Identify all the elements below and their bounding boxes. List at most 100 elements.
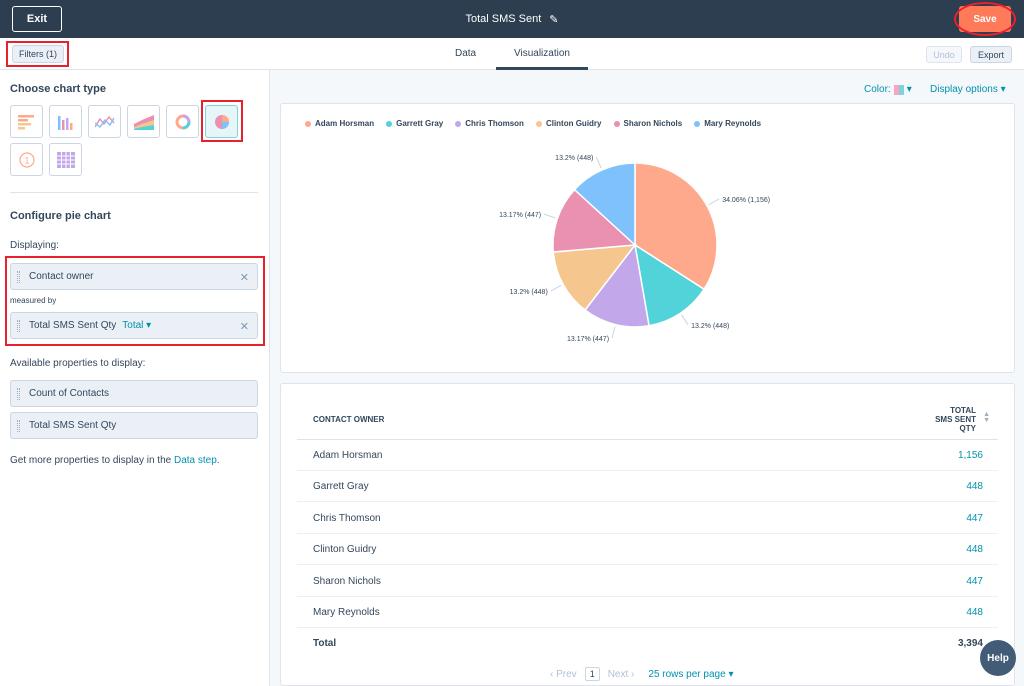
table-row: Sharon Nichols 447	[297, 566, 998, 597]
more-properties-text: Get more properties to display in the Da…	[10, 455, 220, 466]
available-property-chip[interactable]: Total SMS Sent Qty	[10, 412, 258, 439]
horizontal-bar-chart-icon	[17, 114, 34, 129]
caret-down-icon: ▾	[1000, 84, 1006, 95]
pie-data-label: 13.2% (448)	[691, 323, 729, 330]
legend-item[interactable]: Garrett Gray	[386, 119, 443, 128]
row-value-link[interactable]: 448	[966, 544, 983, 556]
table-header: CONTACT OWNER TOTAL SMS SENT QTY ▲ ▼	[297, 400, 998, 440]
table-row: Garrett Gray 448	[297, 471, 998, 503]
report-title[interactable]: Total SMS Sent ✎	[0, 0, 1024, 38]
color-picker[interactable]: Color: ▾	[864, 84, 912, 95]
header-line: QTY	[959, 424, 976, 433]
chart-legend: Adam Horsman Garrett Gray Chris Thomson Cli…	[305, 119, 761, 128]
displaying-highlight-annotation	[5, 256, 265, 346]
rows-per-page-label: 25 rows per page	[648, 668, 726, 680]
horizontal-bar-chart-button[interactable]	[10, 105, 43, 138]
drag-handle-icon[interactable]	[17, 420, 20, 432]
configure-pie-chart-heading: Configure pie chart	[10, 210, 111, 222]
measure-property-chip[interactable]: Total SMS Sent Qty Total ▾ ✕	[10, 312, 258, 339]
color-label: Color:	[864, 84, 891, 95]
column-header-total-sms-sent-qty[interactable]: TOTAL SMS SENT QTY	[932, 406, 976, 433]
data-step-link[interactable]: Data step	[173, 455, 217, 466]
pie-slice[interactable]	[633, 243, 706, 327]
sort-icon[interactable]: ▲ ▼	[983, 411, 990, 424]
row-value-link[interactable]: 1,156	[957, 450, 983, 461]
filters-highlight-annotation	[6, 41, 69, 67]
displaying-property-chip[interactable]: Contact owner ✕	[10, 263, 258, 290]
legend-item[interactable]: Chris Thomson	[455, 119, 524, 128]
column-header-contact-owner[interactable]: CONTACT OWNER	[313, 415, 385, 424]
row-value-link[interactable]: 448	[966, 481, 983, 493]
display-options-label: Display options	[930, 84, 998, 95]
filters-button[interactable]: Filters (1)	[12, 45, 64, 63]
table-chart-icon	[56, 151, 75, 168]
legend-swatch	[535, 120, 542, 127]
drag-handle-icon[interactable]	[17, 320, 20, 332]
pie-slice[interactable]	[552, 188, 637, 253]
legend-label: Mary Reynolds	[704, 119, 762, 128]
donut-chart-button[interactable]	[166, 105, 199, 138]
row-value-link[interactable]: 447	[966, 575, 983, 587]
caret-down-icon: ▾	[146, 320, 152, 331]
help-button[interactable]: Help	[980, 640, 1016, 676]
legend-item[interactable]: Clinton Guidry	[535, 119, 602, 128]
table-chart-button[interactable]	[49, 143, 82, 176]
prev-page-button[interactable]: ‹ Prev	[550, 669, 577, 680]
pencil-icon[interactable]: ✎	[549, 13, 559, 26]
next-page-button[interactable]: Next ›	[608, 669, 635, 680]
pie-leader-line	[611, 326, 616, 339]
row-owner: Sharon Nichols	[313, 575, 381, 587]
single-value-button[interactable]: 1	[10, 143, 43, 176]
prev-label: Prev	[556, 668, 577, 680]
caret-down-icon: ▾	[906, 84, 912, 95]
drag-handle-icon[interactable]	[17, 388, 20, 400]
legend-item[interactable]: Sharon Nichols	[613, 119, 682, 128]
available-property-chip[interactable]: Count of Contacts	[10, 380, 258, 407]
export-button[interactable]: Export	[970, 46, 1012, 63]
legend-item[interactable]: Adam Horsman	[305, 119, 374, 128]
area-chart-button[interactable]	[127, 105, 160, 138]
total-label: Total	[313, 638, 337, 650]
rows-per-page-dropdown[interactable]: 25 rows per page ▾	[648, 669, 733, 680]
pie-data-label: 13.2% (448)	[510, 289, 548, 296]
undo-button[interactable]: Undo	[926, 46, 962, 63]
sub-bar: Filters (1) Data Visualization Undo Expo…	[0, 38, 1024, 70]
tab-data[interactable]: Data	[455, 48, 477, 59]
page-number-button[interactable]: 1	[584, 667, 600, 681]
vertical-bar-chart-button[interactable]	[49, 105, 82, 138]
displaying-label: Displaying:	[10, 240, 59, 251]
table-total-row: Total 3,394	[297, 628, 998, 659]
pie-slice[interactable]	[552, 244, 637, 312]
pie-chart-icon	[214, 114, 229, 129]
remove-property-close-icon[interactable]: ✕	[239, 272, 249, 284]
aggregation-dropdown[interactable]: Total ▾	[122, 320, 151, 331]
active-tab-indicator	[496, 67, 588, 70]
choose-chart-type-heading: Choose chart type	[10, 83, 106, 95]
row-value-link[interactable]: 448	[966, 607, 983, 618]
legend-swatch	[455, 120, 462, 127]
available-properties-heading: Available properties to display:	[10, 358, 146, 369]
pie-leader-line	[550, 284, 562, 292]
tab-visualization[interactable]: Visualization	[514, 48, 570, 59]
legend-item[interactable]: Mary Reynolds	[694, 119, 761, 128]
remove-measure-close-icon[interactable]: ✕	[239, 321, 249, 333]
display-options-dropdown[interactable]: Display options ▾	[930, 84, 1006, 95]
pie-chart-button[interactable]	[205, 105, 238, 138]
table-row: Chris Thomson 447	[297, 503, 998, 534]
row-value-link[interactable]: 447	[966, 512, 983, 524]
header-line: TOTAL	[950, 406, 976, 415]
pie-chart: 34.06% (1,156) 13.2% (448) 13.17% (447) 13.…	[499, 155, 770, 343]
line-chart-button[interactable]	[88, 105, 121, 138]
exit-button[interactable]: Exit	[12, 6, 62, 32]
pie-slice[interactable]	[583, 243, 650, 328]
report-title-text: Total SMS Sent	[465, 13, 542, 25]
pie-leader-line	[595, 156, 602, 169]
pie-slice[interactable]	[573, 162, 636, 247]
more-properties-suffix: .	[216, 455, 220, 466]
svg-text:1: 1	[24, 155, 29, 165]
chevron-left-icon: ‹	[550, 668, 554, 680]
table-card	[280, 383, 1015, 686]
drag-handle-icon[interactable]	[17, 271, 20, 283]
row-owner: Adam Horsman	[313, 450, 383, 461]
total-value: 3,394	[957, 638, 983, 650]
